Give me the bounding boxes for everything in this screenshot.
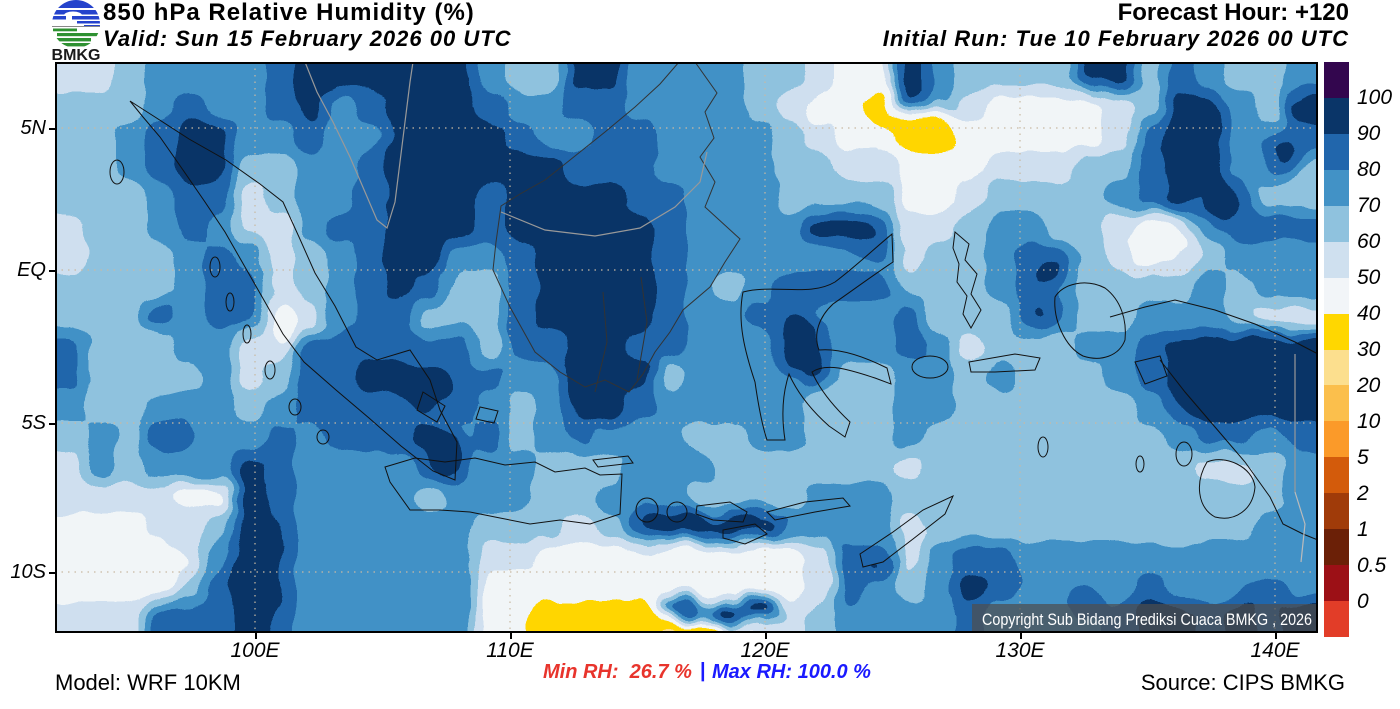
svg-text:Copyright Sub Bidang Prediksi: Copyright Sub Bidang Prediksi Cuaca BMKG…: [982, 611, 1312, 629]
svg-text:BMKG: BMKG: [52, 47, 101, 62]
